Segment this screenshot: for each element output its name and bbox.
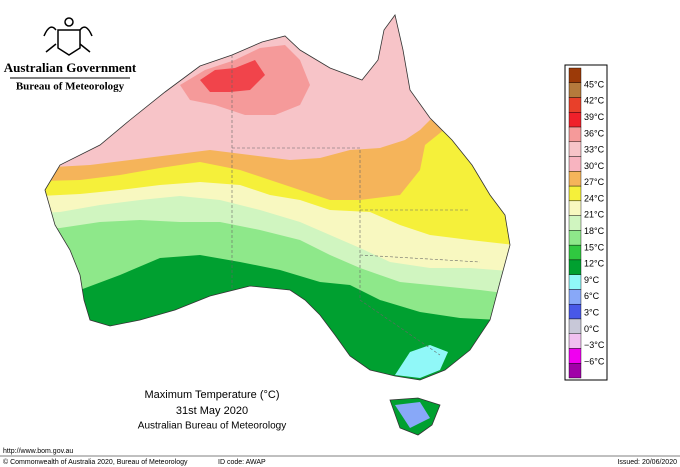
emblem	[43, 17, 93, 56]
legend-swatch	[568, 82, 582, 98]
agency-name: Bureau of Meteorology	[16, 81, 125, 93]
legend-label: 39°C	[584, 112, 605, 122]
footer-url: http://www.bom.gov.au	[3, 448, 73, 455]
legend-swatch	[568, 303, 582, 320]
legend-swatch	[568, 156, 582, 172]
map-title: Maximum Temperature (°C)	[144, 389, 279, 401]
map-source: Australian Bureau of Meteorology	[138, 421, 286, 432]
legend-label: −3°C	[584, 340, 605, 350]
legend-label: 27°C	[584, 177, 605, 187]
legend-swatch	[568, 230, 582, 246]
footer-copyright: © Commonwealth of Australia 2020, Bureau…	[3, 458, 188, 466]
legend-swatch	[568, 97, 582, 113]
legend-label: 33°C	[584, 145, 605, 155]
legend-label: 45°C	[584, 79, 605, 89]
legend-swatch	[568, 126, 582, 143]
legend-swatch	[568, 200, 582, 216]
legend-swatch	[568, 141, 582, 157]
legend-swatch	[568, 112, 582, 128]
legend-label: 15°C	[584, 242, 605, 252]
legend-label: 36°C	[584, 128, 605, 138]
legend-swatch	[568, 244, 582, 261]
legend-label: 42°C	[584, 96, 605, 106]
legend-label: 9°C	[584, 275, 600, 285]
legend-label: 21°C	[584, 210, 605, 220]
legend-label: 18°C	[584, 226, 605, 236]
legend-swatch	[568, 333, 582, 349]
legend-swatch	[568, 274, 582, 290]
legend-label: −6°C	[584, 356, 605, 366]
legend-swatch	[568, 185, 582, 202]
map-date: 31st May 2020	[176, 405, 248, 417]
legend-swatch	[568, 259, 582, 275]
legend-swatch	[568, 348, 582, 364]
footer-issued: Issued: 20/06/2020	[617, 459, 677, 466]
legend-label: 12°C	[584, 259, 605, 269]
legend-label: 3°C	[584, 307, 600, 317]
legend-label: 30°C	[584, 161, 605, 171]
legend-label: 6°C	[584, 291, 600, 301]
legend-label: 24°C	[584, 193, 605, 203]
legend-swatch	[568, 318, 582, 334]
footer-id: ID code: AWAP	[218, 459, 266, 466]
legend-swatch	[568, 171, 582, 187]
legend-swatch	[568, 289, 582, 305]
legend: 45°C 42°C 39°C 36°C 33°C 30°C 27°C 24°C 21°C 18°C…	[564, 64, 608, 381]
legend-label: 0°C	[584, 324, 600, 334]
legend-swatch	[568, 67, 582, 83]
government-name: Australian Government	[4, 60, 137, 75]
legend-swatch	[568, 363, 582, 379]
state-borders	[231, 55, 481, 356]
legend-swatch	[568, 215, 582, 231]
coastline	[44, 14, 511, 436]
